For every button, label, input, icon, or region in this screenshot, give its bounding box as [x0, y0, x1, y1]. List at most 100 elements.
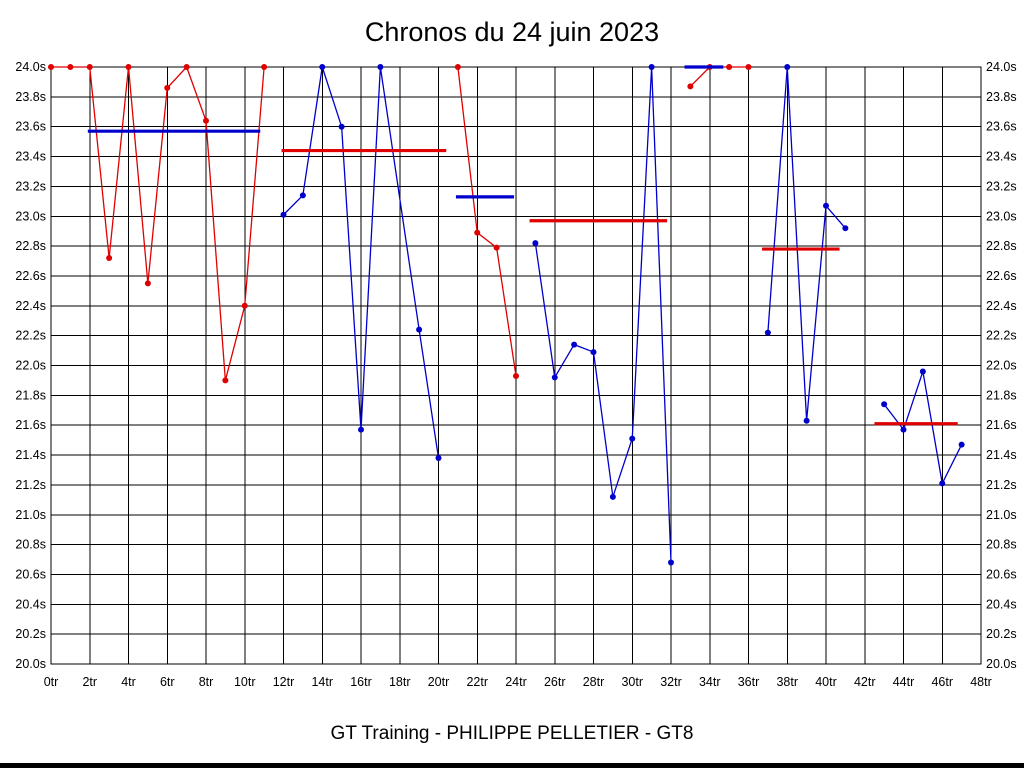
y-tick-label-left: 21.8s: [15, 388, 46, 402]
x-tick-label: 12tr: [273, 675, 295, 689]
series-stint-3: [454, 64, 519, 379]
y-tick-label-right: 22.2s: [986, 329, 1017, 343]
y-tick-label-left: 22.4s: [15, 299, 46, 313]
x-tick-label: 0tr: [44, 675, 59, 689]
x-tick-label: 16tr: [350, 675, 372, 689]
data-point: [435, 455, 442, 462]
data-point: [164, 84, 171, 91]
series-line: [51, 65, 265, 381]
data-point: [338, 123, 345, 130]
chart-title: Chronos du 24 juin 2023: [364, 17, 660, 47]
series-stint-1: [48, 64, 268, 384]
data-point: [299, 192, 306, 199]
data-point: [48, 64, 54, 70]
y-tick-label-right: 22.0s: [986, 359, 1017, 373]
x-tick-label: 42tr: [854, 675, 876, 689]
data-point: [803, 417, 810, 424]
y-tick-label-left: 23.6s: [15, 120, 46, 134]
series-line: [534, 66, 672, 563]
data-point: [571, 341, 578, 348]
y-tick-label-right: 23.2s: [986, 179, 1017, 193]
y-tick-label-right: 22.4s: [986, 299, 1017, 313]
y-tick-label-left: 21.6s: [15, 418, 46, 432]
data-point: [939, 480, 946, 487]
data-point: [958, 441, 965, 448]
series-line: [689, 66, 749, 87]
y-tick-label-left: 20.2s: [15, 627, 46, 641]
y-tick-label-right: 24.0s: [986, 60, 1017, 74]
data-point: [319, 64, 326, 70]
data-point: [881, 401, 888, 408]
y-tick-label-left: 23.2s: [15, 179, 46, 193]
data-point: [377, 64, 384, 70]
data-point: [454, 64, 461, 70]
data-point: [222, 377, 229, 384]
x-tick-label: 24tr: [505, 675, 527, 689]
x-tick-label: 10tr: [234, 675, 256, 689]
data-point: [609, 493, 616, 500]
data-point: [416, 326, 423, 333]
x-tick-label: 38tr: [776, 675, 798, 689]
y-tick-label-right: 21.4s: [986, 448, 1017, 462]
y-tick-label-right: 23.4s: [986, 150, 1017, 164]
x-tick-label: 28tr: [583, 675, 605, 689]
y-tick-label-left: 21.0s: [15, 508, 46, 522]
gridlines: [50, 66, 982, 665]
data-point: [551, 374, 558, 381]
y-tick-label-left: 23.8s: [15, 90, 46, 104]
x-tick-label: 26tr: [544, 675, 566, 689]
y-tick-label-left: 22.8s: [15, 239, 46, 253]
bottom-border: [0, 763, 1024, 768]
y-tick-label-left: 20.4s: [15, 597, 46, 611]
y-tick-label-right: 20.0s: [986, 657, 1017, 671]
y-tick-label-left: 20.8s: [15, 538, 46, 552]
data-point: [784, 64, 791, 70]
x-tick-label: 48tr: [970, 675, 992, 689]
y-tick-label-right: 23.6s: [986, 120, 1017, 134]
data-point: [668, 559, 674, 566]
data-point: [493, 244, 500, 251]
series-line: [457, 66, 517, 377]
x-tick-label: 34tr: [699, 675, 721, 689]
data-point: [823, 202, 829, 209]
y-tick-label-left: 20.6s: [15, 567, 46, 581]
series-line: [767, 66, 846, 421]
y-tick-label-right: 23.0s: [986, 209, 1017, 223]
y-tick-label-left: 21.2s: [15, 478, 46, 492]
data-point: [241, 302, 248, 309]
x-tick-label: 30tr: [621, 675, 643, 689]
series-line: [283, 66, 440, 459]
plot-border: [50, 66, 982, 665]
data-point: [648, 64, 655, 70]
data-point: [764, 329, 771, 336]
data-point: [513, 372, 519, 379]
y-tick-label-right: 20.4s: [986, 597, 1017, 611]
y-tick-label-left: 23.4s: [15, 150, 46, 164]
y-tick-label-right: 20.6s: [986, 567, 1017, 581]
y-tick-label-right: 22.8s: [986, 239, 1017, 253]
data-point: [842, 225, 849, 232]
x-tick-label: 40tr: [815, 675, 837, 689]
data-point: [183, 64, 190, 70]
x-tick-label: 22tr: [466, 675, 488, 689]
series-stint-6: [764, 64, 849, 424]
x-tick-label: 2tr: [82, 675, 97, 689]
x-tick-label: 8tr: [199, 675, 214, 689]
series-stint-7: [881, 368, 965, 487]
y-tick-label-right: 20.8s: [986, 538, 1017, 552]
y-tick-label-left: 22.0s: [15, 359, 46, 373]
data-point: [203, 117, 209, 124]
y-tick-label-left: 22.2s: [15, 329, 46, 343]
y-tick-label-left: 24.0s: [15, 60, 46, 74]
data-point: [280, 211, 287, 218]
y-tick-label-right: 22.6s: [986, 269, 1017, 283]
data-point: [745, 64, 752, 70]
x-tick-label: 14tr: [311, 675, 333, 689]
x-tick-label: 18tr: [389, 675, 411, 689]
y-tick-label-right: 21.6s: [986, 418, 1017, 432]
axis-labels: 20.0s 20.0s 20.2s 20.2s 20.4s 20.4s 20.6s 20.6s…: [15, 60, 1016, 689]
data-point: [125, 64, 132, 70]
y-tick-label-left: 20.0s: [15, 657, 46, 671]
